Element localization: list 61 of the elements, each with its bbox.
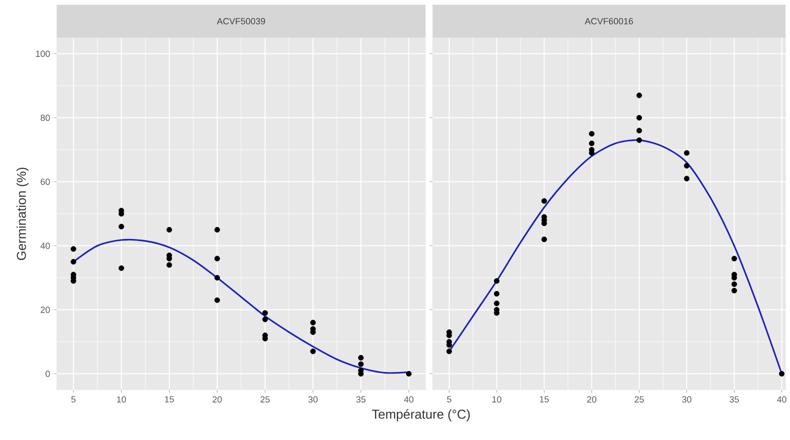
- x-tick-label: 20: [212, 396, 222, 402]
- point: [541, 198, 547, 204]
- point: [588, 140, 594, 146]
- point: [214, 297, 220, 303]
- point: [541, 236, 547, 242]
- point: [166, 262, 172, 268]
- point: [588, 130, 594, 136]
- point: [358, 361, 364, 367]
- point: [262, 316, 268, 322]
- y-tick-label: 100: [36, 50, 50, 57]
- x-tick-label: 30: [682, 396, 692, 402]
- point: [731, 288, 738, 294]
- point: [636, 137, 642, 143]
- point: [494, 300, 500, 306]
- x-tick-label: 10: [117, 396, 126, 402]
- point: [684, 176, 690, 182]
- x-tick-label: 5: [71, 396, 76, 402]
- x-tick-label: 25: [634, 396, 644, 402]
- y-tick-label: 0: [46, 370, 50, 377]
- point: [310, 320, 316, 326]
- chart-title: ACVF50039: [216, 18, 265, 24]
- point: [494, 290, 500, 296]
- x-tick-label: 15: [540, 396, 549, 402]
- point: [684, 150, 690, 156]
- point: [731, 281, 738, 287]
- point: [118, 265, 124, 271]
- x-tick-label: 5: [447, 396, 452, 402]
- point: [636, 92, 642, 98]
- y-tick-label: 20: [40, 306, 50, 313]
- x-tick-label: 25: [260, 396, 270, 402]
- x-tick-label: 35: [356, 396, 366, 402]
- x-tick-label: 15: [164, 396, 174, 402]
- x-tick-label: 40: [404, 396, 414, 402]
- point: [636, 128, 642, 134]
- point: [446, 348, 452, 354]
- y-tick-label: 80: [40, 114, 50, 121]
- point: [70, 246, 76, 252]
- x-tick-label: 20: [587, 396, 596, 402]
- point: [494, 278, 500, 284]
- point: [636, 114, 642, 120]
- point: [214, 256, 220, 262]
- chart-title: ACVF60016: [584, 18, 633, 24]
- point: [118, 224, 124, 230]
- point: [262, 310, 268, 316]
- y-tick-label: 40: [40, 242, 50, 249]
- point: [684, 162, 690, 168]
- point: [310, 348, 316, 354]
- point: [358, 354, 364, 360]
- x-axis-title: Température (°C): [372, 408, 470, 422]
- point: [214, 226, 220, 232]
- y-axis-title: Germination (%): [16, 167, 29, 260]
- x-tick-label: 30: [308, 396, 318, 402]
- point: [406, 370, 412, 376]
- x-tick-label: 40: [776, 396, 786, 402]
- x-tick-label: 10: [492, 396, 502, 402]
- point: [166, 226, 172, 232]
- point: [70, 258, 76, 264]
- point: [214, 274, 220, 280]
- y-tick-label: 60: [40, 178, 50, 185]
- x-tick-label: 35: [730, 396, 739, 402]
- point: [731, 256, 738, 262]
